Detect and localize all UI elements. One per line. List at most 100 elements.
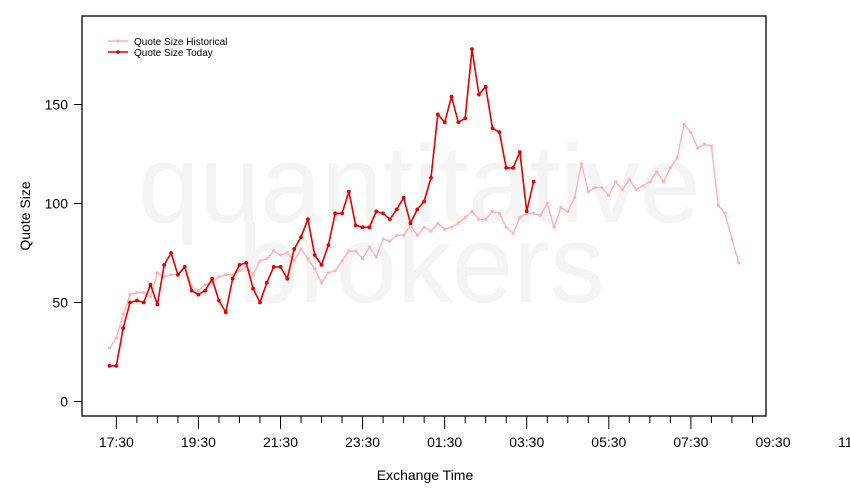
- data-point-historical: [443, 227, 447, 231]
- data-point-today: [169, 251, 174, 255]
- data-point-today: [114, 364, 119, 368]
- data-point-historical: [326, 271, 330, 275]
- data-point-historical: [484, 217, 488, 221]
- data-point-today: [531, 179, 536, 184]
- data-point-historical: [292, 259, 296, 263]
- data-point-historical: [402, 233, 406, 237]
- data-point-today: [135, 298, 139, 303]
- data-point-historical: [730, 237, 734, 241]
- data-point-today: [217, 298, 221, 303]
- data-point-historical: [737, 261, 741, 265]
- data-point-today: [278, 265, 283, 269]
- data-point-today: [210, 276, 215, 281]
- y-axis-title: Quote Size: [17, 181, 33, 250]
- data-point-historical: [716, 203, 720, 208]
- data-point-historical: [538, 213, 543, 217]
- data-point-historical: [162, 275, 166, 279]
- data-point-today: [251, 286, 256, 291]
- data-point-historical: [634, 188, 638, 192]
- data-point-today: [176, 272, 180, 277]
- data-point-today: [128, 300, 132, 305]
- data-point-historical: [566, 209, 570, 213]
- data-point-historical: [504, 225, 508, 229]
- data-point-today: [244, 261, 249, 265]
- data-point-today: [196, 292, 201, 297]
- data-point-historical: [278, 253, 283, 257]
- data-point-today: [182, 265, 187, 269]
- data-point-historical: [367, 245, 371, 249]
- x-tick-label: 19:30: [181, 434, 216, 450]
- data-point-historical: [395, 233, 399, 237]
- data-point-historical: [579, 162, 584, 166]
- data-point-historical: [449, 225, 454, 229]
- data-point-historical: [128, 293, 132, 297]
- data-point-historical: [627, 178, 631, 182]
- data-point-today: [189, 288, 194, 293]
- data-point-historical: [470, 209, 474, 213]
- watermark: quantitative brokers: [138, 123, 701, 326]
- y-tick-label: 50: [52, 295, 68, 311]
- data-point-historical: [196, 289, 200, 293]
- x-tick-label: 17:30: [99, 434, 134, 450]
- data-point-historical: [354, 249, 358, 253]
- series-historical: [107, 122, 741, 350]
- data-point-today: [230, 276, 235, 281]
- data-point-today: [148, 282, 153, 287]
- data-point-today: [223, 310, 228, 315]
- data-point-historical: [545, 201, 549, 206]
- data-point-today: [121, 326, 126, 331]
- data-point-historical: [429, 229, 433, 233]
- data-point-today: [347, 189, 351, 194]
- data-point-today: [319, 263, 324, 267]
- data-point-today: [155, 302, 160, 307]
- data-point-today: [353, 223, 358, 228]
- data-point-historical: [121, 312, 125, 316]
- x-tick-label: 05:30: [591, 434, 626, 450]
- data-point-today: [463, 116, 468, 121]
- data-point-historical: [689, 130, 693, 134]
- data-point-historical: [340, 259, 344, 263]
- data-point-historical: [285, 251, 289, 255]
- data-point-historical: [237, 269, 242, 273]
- data-point-today: [408, 221, 413, 226]
- x-tick-label: 09:30: [755, 434, 790, 450]
- data-point-historical: [347, 249, 351, 253]
- data-point-historical: [422, 225, 426, 229]
- data-point-historical: [415, 233, 419, 237]
- data-point-historical: [142, 291, 146, 295]
- data-point-today: [394, 207, 399, 212]
- data-point-today: [107, 364, 112, 368]
- data-point-today: [456, 120, 461, 125]
- data-point-historical: [497, 211, 501, 215]
- data-point-historical: [668, 166, 673, 170]
- data-point-today: [429, 175, 433, 180]
- data-point-historical: [614, 180, 618, 184]
- data-point-today: [483, 84, 488, 89]
- watermark-line-2: brokers: [238, 203, 605, 326]
- data-point-today: [449, 94, 454, 99]
- data-point-historical: [436, 221, 440, 225]
- data-point-historical: [648, 180, 652, 184]
- data-point-today: [524, 209, 529, 214]
- data-point-historical: [114, 336, 118, 340]
- data-point-today: [299, 235, 303, 240]
- x-tick-label: 03:30: [509, 434, 544, 450]
- data-point-today: [374, 209, 379, 214]
- data-point-historical: [675, 156, 679, 160]
- data-point-today: [422, 199, 426, 204]
- data-point-historical: [381, 237, 385, 241]
- data-point-historical: [723, 211, 727, 215]
- data-point-historical: [682, 122, 686, 126]
- data-point-today: [326, 243, 331, 248]
- data-point-historical: [203, 283, 207, 287]
- data-point-today: [435, 112, 440, 117]
- data-point-today: [340, 211, 344, 216]
- x-tick-label: 23:30: [345, 434, 380, 450]
- data-point-historical: [559, 205, 563, 210]
- data-point-historical: [258, 259, 262, 263]
- data-point-historical: [655, 170, 659, 174]
- data-point-historical: [135, 291, 139, 295]
- data-point-historical: [586, 190, 590, 194]
- data-point-today: [401, 195, 406, 200]
- data-point-today: [477, 92, 481, 97]
